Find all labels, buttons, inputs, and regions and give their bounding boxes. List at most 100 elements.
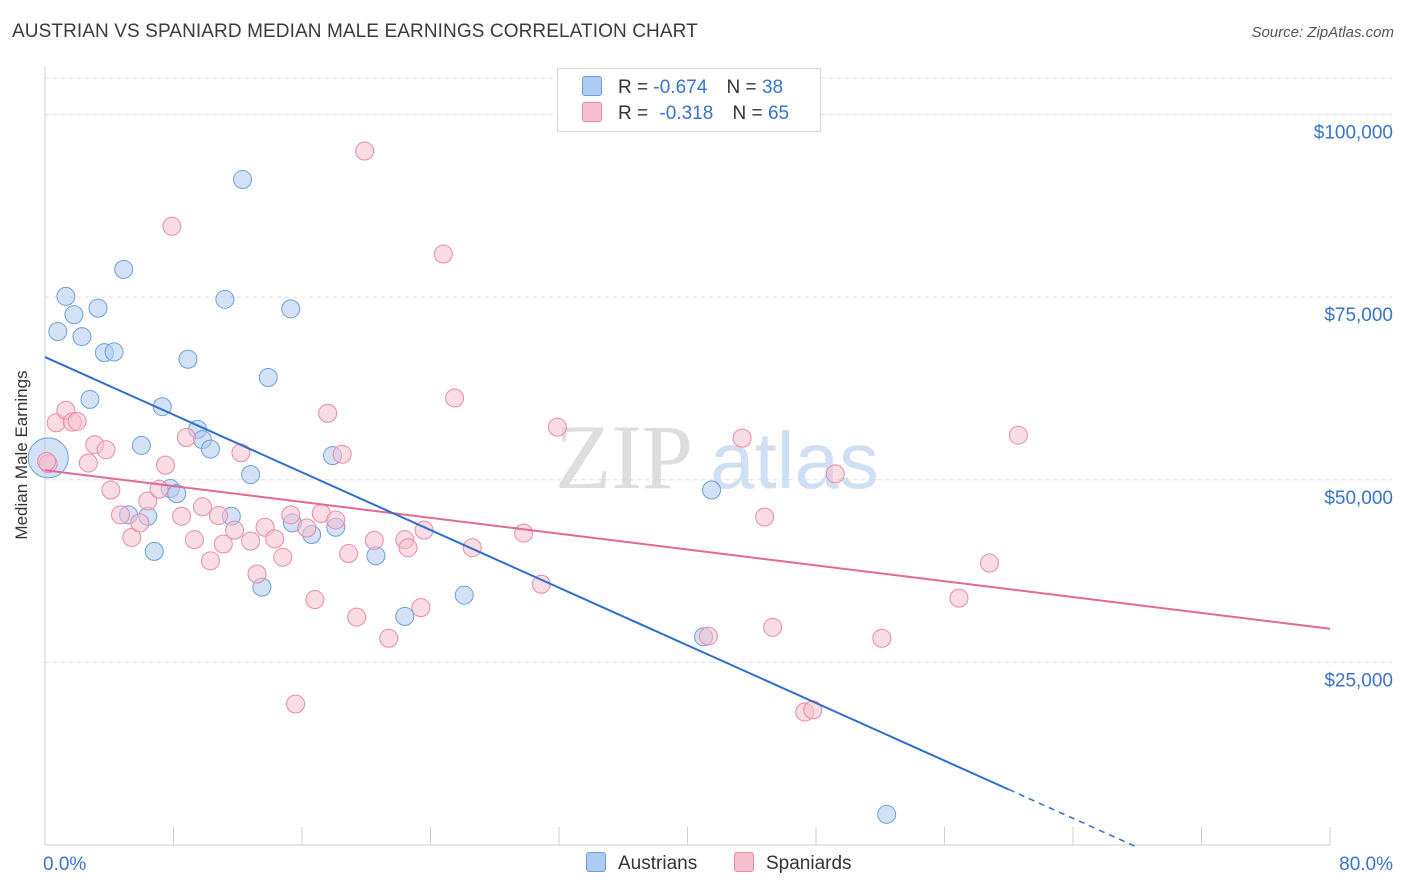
- y-tick-label: $75,000: [1324, 305, 1393, 326]
- spaniard-point: [225, 520, 245, 540]
- spaniard-point: [208, 506, 228, 526]
- watermark-zip: ZIP: [555, 406, 693, 508]
- spaniard-point: [192, 497, 212, 517]
- spaniard-point: [698, 626, 718, 646]
- spaniard-point: [200, 551, 220, 571]
- spaniard-point: [162, 216, 182, 236]
- spaniard-point: [547, 417, 567, 437]
- spaniard-point: [213, 534, 233, 554]
- bottom-spaniards-label: Spaniards: [766, 853, 852, 874]
- y-axis-label: Median Male Earnings: [12, 370, 31, 540]
- austrian-point: [241, 465, 261, 485]
- spaniard-point: [318, 403, 338, 423]
- austrians-n-label: N =: [726, 77, 757, 98]
- spaniard-point: [755, 507, 775, 527]
- austrian-point: [281, 299, 301, 319]
- austrian-point: [178, 349, 198, 369]
- spaniards-r-label: R =: [618, 103, 649, 124]
- bottom-legend-austrians: Austrians: [586, 852, 697, 875]
- spaniard-point: [825, 464, 845, 484]
- x-tick-label-max: 80.0%: [1339, 854, 1393, 875]
- austrians-swatch: [582, 76, 602, 96]
- spaniard-point: [398, 538, 418, 558]
- spaniard-point: [78, 453, 98, 473]
- austrian-point: [200, 439, 220, 459]
- austrian-point: [233, 170, 253, 190]
- bottom-legend-spaniards: Spaniards: [734, 852, 852, 875]
- spaniard-point: [241, 531, 261, 551]
- spaniard-point: [433, 244, 453, 264]
- spaniard-point: [411, 598, 431, 618]
- spaniard-point: [247, 564, 267, 584]
- austrian-point: [167, 484, 187, 504]
- spaniard-point: [763, 617, 783, 637]
- austrian-point: [72, 327, 92, 347]
- spaniard-point: [339, 544, 359, 564]
- spaniard-point: [155, 455, 175, 475]
- legend-row-spaniards: R = -0.318 N = 65: [582, 102, 789, 126]
- austrian-point: [80, 389, 100, 409]
- spaniard-point: [445, 388, 465, 408]
- austrian-point: [48, 321, 68, 341]
- y-tick-label: $100,000: [1314, 123, 1393, 144]
- spaniard-point: [122, 527, 142, 547]
- spaniards-n-value: 65: [767, 103, 790, 124]
- spaniard-point: [286, 694, 306, 714]
- austrian-point: [64, 305, 84, 325]
- austrian-point: [88, 298, 108, 318]
- austrians-r-label: R =: [618, 77, 649, 98]
- austrian-point: [702, 480, 722, 500]
- spaniard-point: [176, 427, 196, 447]
- spaniard-point: [110, 505, 130, 525]
- spaniard-point: [67, 411, 87, 431]
- bottom-austrians-label: Austrians: [618, 853, 698, 874]
- austrians-trendline: [44, 356, 1010, 791]
- austrians-r-value: -0.674: [653, 77, 708, 98]
- spaniard-point: [732, 428, 752, 448]
- austrian-point: [877, 804, 897, 824]
- spaniard-point: [184, 530, 204, 550]
- spaniard-point: [364, 530, 384, 550]
- spaniard-point: [514, 523, 534, 543]
- spaniard-point: [297, 518, 317, 538]
- spaniard-point: [355, 141, 375, 161]
- axis-labels: $25,000 $50,000 $75,000 $100,000 0.0% 80.0%: [43, 123, 1393, 875]
- spaniards-r-value: -0.318: [659, 103, 714, 124]
- austrians-n-value: 38: [761, 77, 784, 98]
- spaniard-point: [273, 547, 293, 567]
- source-label: Source: ZipAtlas.com: [1251, 24, 1394, 41]
- spaniard-point: [305, 590, 325, 610]
- spaniard-point: [347, 607, 367, 627]
- watermark: ZIP atlas: [555, 406, 879, 508]
- austrians-trendline-extension: [1008, 788, 1138, 848]
- austrian-point: [131, 435, 151, 455]
- spaniards-n-label: N =: [732, 103, 763, 124]
- austrian-point: [104, 342, 124, 362]
- y-tick-label: $25,000: [1324, 670, 1393, 691]
- spaniard-point: [949, 588, 969, 608]
- bottom-austrians-swatch: [586, 852, 606, 872]
- austrian-point: [144, 541, 164, 561]
- trend-lines: [44, 356, 1331, 848]
- correlation-legend: R = -0.674 N = 38 R = -0.318 N = 65: [557, 68, 821, 132]
- spaniard-point: [326, 510, 346, 530]
- spaniard-point: [332, 444, 352, 464]
- austrian-point: [258, 367, 278, 387]
- austrian-point: [56, 286, 76, 306]
- austrian-point: [395, 606, 415, 626]
- spaniard-point: [1008, 425, 1028, 445]
- legend-row-austrians: R = -0.674 N = 38: [582, 76, 783, 100]
- chart-title: AUSTRIAN VS SPANIARD MEDIAN MALE EARNING…: [12, 21, 698, 42]
- spaniards-trendline: [44, 469, 1331, 630]
- spaniard-point: [231, 443, 251, 463]
- spaniard-point: [379, 628, 399, 648]
- austrian-point: [114, 259, 134, 279]
- spaniard-point: [979, 553, 999, 573]
- x-tick-label-min: 0.0%: [43, 854, 86, 875]
- spaniard-point: [130, 513, 150, 533]
- austrian-point: [215, 289, 235, 309]
- grid-lines: [45, 77, 1392, 663]
- spaniard-point: [101, 480, 121, 500]
- spaniard-point: [37, 452, 57, 471]
